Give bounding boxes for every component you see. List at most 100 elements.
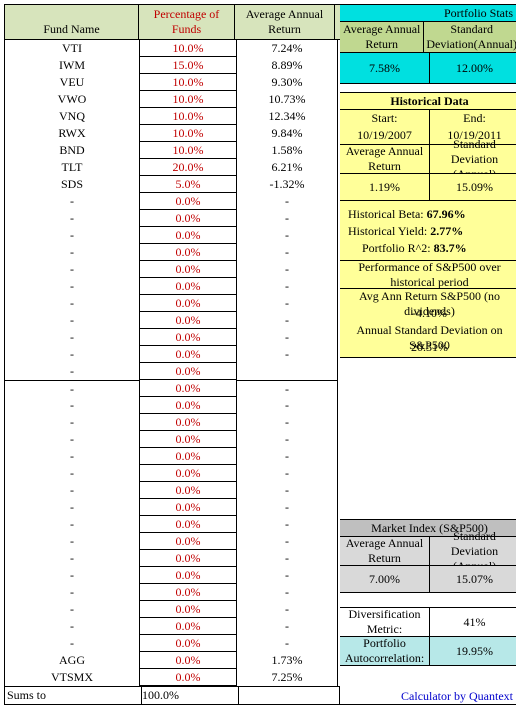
cell-name: - bbox=[5, 533, 140, 550]
cell-ret: - bbox=[237, 244, 338, 261]
cell-ret: - bbox=[237, 431, 338, 448]
cell-name: - bbox=[5, 329, 140, 346]
table-row: -0.0%- bbox=[5, 533, 340, 550]
table-row: VWO10.0%10.73% bbox=[5, 91, 340, 108]
auto-label: Portfolio Autocorrelation: bbox=[340, 637, 430, 665]
cell-pct: 0.0% bbox=[140, 397, 237, 414]
hist-sp-perf: Performance of S&P500 over historical pe… bbox=[340, 261, 516, 289]
sum-label: Sums to bbox=[5, 687, 142, 704]
cell-pct: 0.0% bbox=[140, 414, 237, 431]
hist-r2-row: Portfolio R^2: 83.7% bbox=[348, 241, 511, 258]
hist-beta-row: Historical Beta: 67.96% bbox=[348, 207, 511, 224]
cell-ret: - bbox=[237, 584, 338, 601]
cell-pct: 5.0% bbox=[140, 176, 237, 193]
cell-name: - bbox=[5, 431, 140, 448]
hist-std-l: Standard Deviation (Annual) bbox=[430, 145, 516, 173]
hist-start: 10/19/2007 bbox=[340, 127, 430, 144]
cell-pct: 0.0% bbox=[140, 533, 237, 550]
cell-name: - bbox=[5, 227, 140, 244]
cell-ret: 12.34% bbox=[237, 108, 338, 125]
hist-start-l: Start: bbox=[340, 110, 430, 127]
cell-ret: - bbox=[237, 329, 338, 346]
cell-ret: - bbox=[237, 465, 338, 482]
mkt-avg-l: Average Annual Return bbox=[340, 537, 430, 565]
cell-ret: - bbox=[237, 278, 338, 295]
mkt-std: 15.07% bbox=[430, 566, 516, 592]
cell-name: AGG bbox=[5, 652, 140, 669]
sp-ret-l: Avg Ann Return S&P500 (no dividends) bbox=[340, 289, 516, 306]
cell-pct: 10.0% bbox=[140, 125, 237, 142]
cell-ret: - bbox=[237, 193, 338, 210]
table-row: -0.0%- bbox=[5, 312, 340, 329]
cell-pct: 0.0% bbox=[140, 346, 237, 363]
cell-ret: - bbox=[237, 414, 338, 431]
cell-name: - bbox=[5, 278, 140, 295]
mkt-avg: 7.00% bbox=[340, 566, 430, 592]
cell-name: - bbox=[5, 363, 140, 380]
table-row: VTI10.0%7.24% bbox=[5, 40, 340, 57]
cell-name: TLT bbox=[5, 159, 140, 176]
cell-ret: - bbox=[237, 295, 338, 312]
hist-yield-row: Historical Yield: 2.77% bbox=[348, 224, 511, 241]
cell-ret bbox=[237, 363, 338, 380]
table-row: -0.0%- bbox=[5, 601, 340, 618]
auto-val: 19.95% bbox=[430, 637, 516, 665]
table-row: VEU10.0%9.30% bbox=[5, 74, 340, 91]
table-row: -0.0%- bbox=[5, 635, 340, 652]
cell-ret: - bbox=[237, 210, 338, 227]
cell-ret: 8.89% bbox=[237, 57, 338, 74]
cell-name: - bbox=[5, 210, 140, 227]
hist-avg-l: Average Annual Return bbox=[340, 145, 430, 173]
sp-std-l: Annual Standard Deviation on S&P500 bbox=[340, 323, 516, 340]
stats-std-l: Standard Deviation(Annual) bbox=[424, 22, 516, 52]
table-row: -0.0%- bbox=[5, 193, 340, 210]
cell-pct: 0.0% bbox=[140, 550, 237, 567]
cell-pct: 0.0% bbox=[140, 380, 237, 397]
cell-ret: -1.32% bbox=[237, 176, 338, 193]
cell-pct: 0.0% bbox=[140, 193, 237, 210]
hdr-fund-name: Fund Name bbox=[5, 5, 139, 39]
cell-pct: 0.0% bbox=[140, 312, 237, 329]
table-row: AGG0.0%1.73% bbox=[5, 652, 340, 669]
table-row: RWX10.0%9.84% bbox=[5, 125, 340, 142]
credit: Calculator by Quantext bbox=[340, 688, 516, 705]
cell-name: - bbox=[5, 635, 140, 652]
cell-name: - bbox=[5, 618, 140, 635]
cell-name: - bbox=[5, 193, 140, 210]
table-row: -0.0%- bbox=[5, 465, 340, 482]
sp-std: 20.31% bbox=[340, 340, 516, 357]
table-row: -0.0%- bbox=[5, 516, 340, 533]
cell-name: VTI bbox=[5, 40, 140, 57]
cell-pct: 0.0% bbox=[140, 635, 237, 652]
cell-ret: 7.24% bbox=[237, 40, 338, 57]
table-row: -0.0%- bbox=[5, 295, 340, 312]
cell-name: VNQ bbox=[5, 108, 140, 125]
cell-ret: - bbox=[237, 227, 338, 244]
table-row: -0.0%- bbox=[5, 346, 340, 363]
cell-name: - bbox=[5, 295, 140, 312]
cell-pct: 0.0% bbox=[140, 244, 237, 261]
cell-pct: 0.0% bbox=[140, 652, 237, 669]
cell-name: - bbox=[5, 448, 140, 465]
cell-name: VWO bbox=[5, 91, 140, 108]
cell-pct: 10.0% bbox=[140, 40, 237, 57]
table-row: -0.0%- bbox=[5, 244, 340, 261]
cell-pct: 0.0% bbox=[140, 669, 237, 686]
cell-name: SDS bbox=[5, 176, 140, 193]
div-label: Diversification Metric: bbox=[340, 608, 430, 636]
cell-pct: 0.0% bbox=[140, 210, 237, 227]
table-row: -0.0%- bbox=[5, 550, 340, 567]
table-row: -0.0%- bbox=[5, 618, 340, 635]
hist-end-l: End: bbox=[430, 110, 516, 127]
div-val: 41% bbox=[430, 608, 516, 636]
cell-name: - bbox=[5, 346, 140, 363]
cell-ret: - bbox=[237, 448, 338, 465]
cell-pct: 10.0% bbox=[140, 108, 237, 125]
hist-std: 15.09% bbox=[430, 174, 516, 200]
stats-panel: Portfolio Stats Average Annual Return St… bbox=[340, 5, 516, 705]
sp-ret: -4.10% bbox=[340, 306, 516, 323]
cell-name: - bbox=[5, 567, 140, 584]
table-row: -0.0%- bbox=[5, 278, 340, 295]
cell-ret: 6.21% bbox=[237, 159, 338, 176]
table-row: -0.0%- bbox=[5, 499, 340, 516]
